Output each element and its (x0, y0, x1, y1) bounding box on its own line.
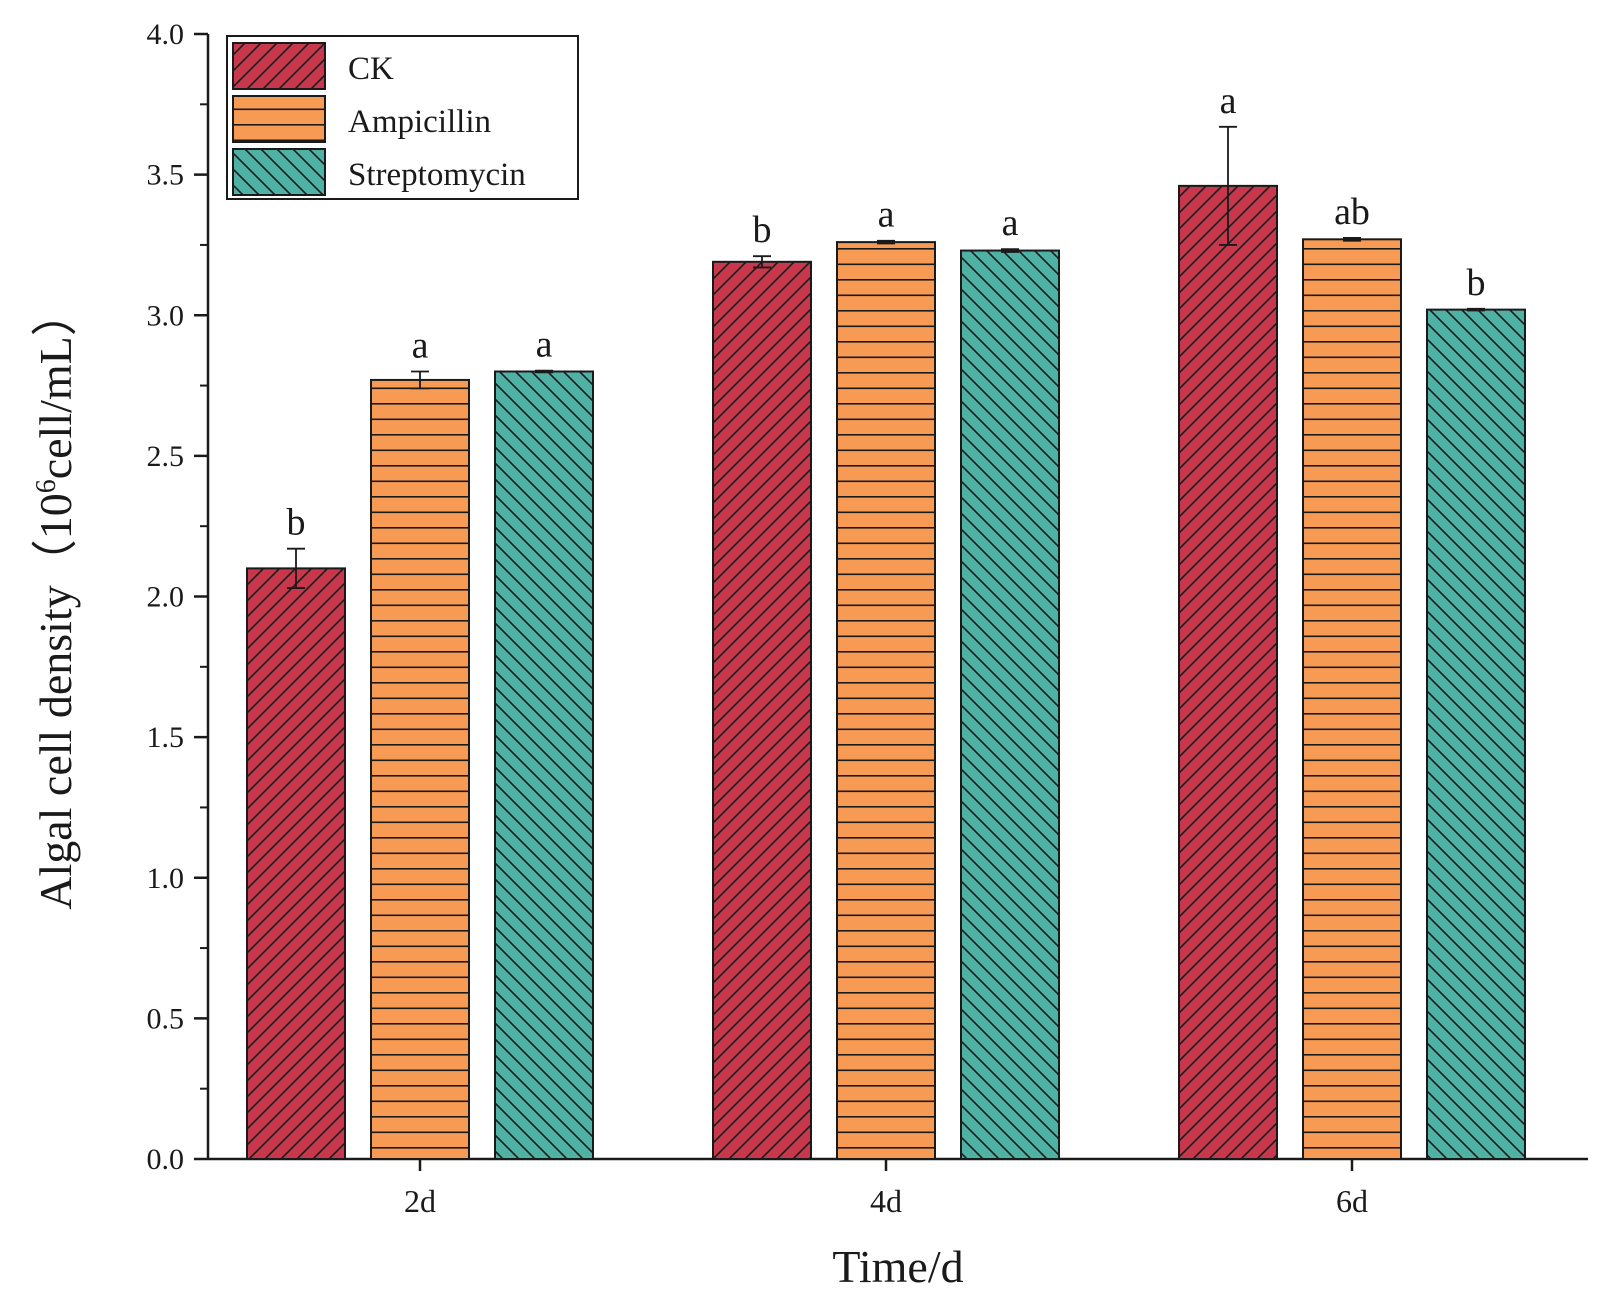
y-tick-label: 0.0 (147, 1143, 185, 1176)
legend-label-ampicillin: Ampicillin (348, 104, 491, 140)
legend-swatch-ampicillin (232, 95, 326, 143)
y-axis-title-main: Algal cell density（10 (30, 493, 81, 909)
significance-label-ampicillin-4d: a (878, 194, 895, 236)
significance-label-ck-4d: b (753, 209, 772, 251)
bar-streptomycin-6d (1426, 308, 1526, 1160)
bar-streptomycin-4d (960, 249, 1060, 1160)
legend-swatch-streptomycin (232, 148, 326, 196)
y-tick-label: 1.0 (147, 862, 185, 895)
bar-ampicillin-6d (1302, 238, 1402, 1160)
significance-label-ck-6d: a (1220, 80, 1237, 122)
bar-ck-2d (246, 567, 346, 1160)
bar-ampicillin-4d (836, 241, 936, 1160)
significance-label-ampicillin-6d: ab (1334, 191, 1370, 233)
y-tick-label: 0.5 (147, 1002, 185, 1035)
y-tick-label: 2.5 (147, 440, 185, 473)
y-axis-title: Algal cell density（106cell/mL） (30, 290, 81, 910)
significance-label-ck-2d: b (287, 502, 306, 544)
x-axis-title: Time/d (832, 1241, 963, 1292)
x-tick-label: 4d (870, 1183, 902, 1219)
legend-swatch-ck (232, 42, 326, 90)
error-bars (287, 125, 1485, 589)
y-ticks: 0.0 0.5 1.0 1.5 2.0 2.5 3.0 3.5 4.0 (147, 18, 208, 1176)
legend-label-streptomycin: Streptomycin (348, 157, 526, 193)
y-tick-label: 4.0 (147, 18, 185, 51)
significance-label-ampicillin-2d: a (412, 325, 429, 367)
significance-label-streptomycin-2d: a (536, 324, 553, 366)
x-tick-label: 2d (404, 1183, 436, 1219)
y-tick-label: 1.5 (147, 721, 185, 754)
y-tick-label: 3.0 (147, 299, 185, 332)
legend-label-ck: CK (348, 51, 394, 87)
y-tick-label: 3.5 (147, 159, 185, 192)
y-tick-label: 2.0 (147, 581, 185, 614)
x-ticks: 2d 4d 6d (404, 1159, 1368, 1219)
bar-ck-6d (1178, 184, 1278, 1160)
bar-streptomycin-2d (494, 370, 594, 1160)
bar-ampicillin-2d (370, 378, 470, 1160)
x-tick-label: 6d (1336, 1183, 1368, 1219)
y-axis-title-superscript: 6 (31, 479, 62, 493)
bars (246, 184, 1526, 1160)
y-axis-title-tail: cell/mL） (30, 290, 81, 479)
legend: CK Ampicillin Streptomycin (226, 35, 579, 200)
significance-label-streptomycin-6d: b (1467, 262, 1486, 304)
significance-label-streptomycin-4d: a (1002, 202, 1019, 244)
bar-ck-4d (712, 260, 812, 1160)
